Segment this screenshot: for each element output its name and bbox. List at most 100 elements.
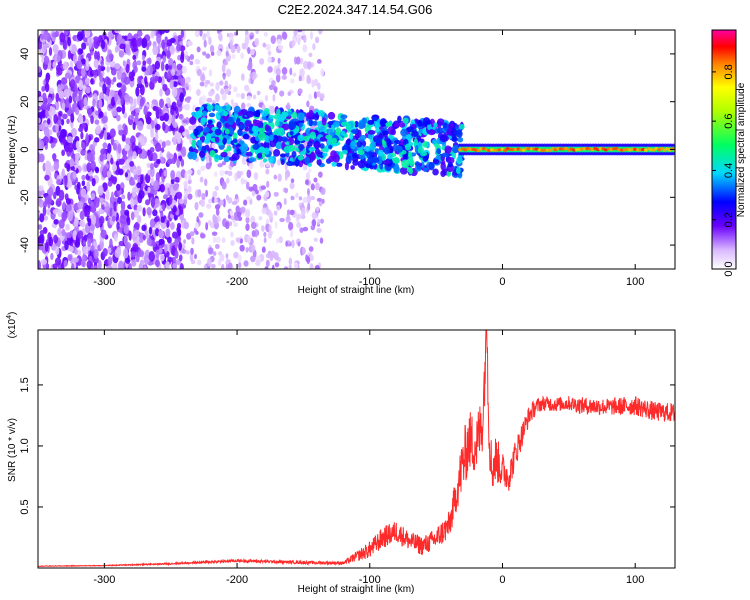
spectrogram-cell: [66, 136, 73, 144]
spectrogram-cell: [86, 260, 92, 269]
spectrogram-cell: [132, 242, 139, 252]
spectrogram-cell: [112, 110, 118, 117]
spectrogram-cell: [43, 201, 48, 208]
x-tick-label: -200: [226, 276, 248, 288]
spectrogram-cell: [110, 135, 114, 146]
spectrogram-cell: [269, 105, 275, 115]
spectrogram-cell: [247, 234, 251, 244]
spectrogram-cell: [154, 75, 159, 82]
spectrogram-cell: [172, 136, 177, 145]
spectrogram-cell: [128, 262, 133, 269]
spectrogram-cell: [221, 105, 227, 110]
spectrogram-cell: [284, 187, 289, 194]
spectrogram-cell: [72, 54, 78, 64]
spectrogram-cell: [129, 161, 135, 167]
spectrogram-cell: [236, 170, 242, 179]
spectrogram-cell: [251, 71, 257, 81]
spectrogram-cell: [277, 127, 285, 137]
spectrogram-cell: [91, 205, 96, 214]
spectrogram-cell: [308, 254, 314, 262]
spectrogram-cell: [207, 119, 213, 125]
y-tick-label: 0: [19, 146, 31, 152]
spectrogram-cell: [107, 256, 113, 266]
spectrogram-cell: [308, 52, 313, 58]
spectrogram-cell: [286, 161, 294, 167]
spectrogram-cell: [214, 104, 220, 111]
spectrogram-cell: [251, 230, 256, 238]
spectrogram-cell: [130, 114, 134, 121]
chart-title: C2E2.2024.347.14.54.G06: [277, 2, 433, 17]
spectrogram-cell: [64, 72, 71, 79]
spectrogram-cell: [272, 94, 276, 102]
spectrogram-cell: [85, 86, 91, 94]
spectrogram-cell: [340, 114, 348, 120]
spectrogram-cell: [239, 244, 245, 252]
spectrogram-cell: [263, 141, 270, 150]
spectrogram-cell: [370, 141, 376, 149]
spectrogram-cell: [70, 127, 78, 138]
spectrogram-cell: [321, 117, 327, 126]
spectrogram-cell: [283, 145, 292, 154]
spectrogram-cell: [196, 169, 201, 176]
spectrogram-cell: [121, 104, 126, 115]
spectrogram-cell: [306, 100, 310, 108]
spectrogram-cell: [177, 54, 182, 61]
spectrogram-cell: [299, 68, 305, 77]
spectrogram-cell: [111, 215, 116, 222]
spectrogram-cell: [307, 140, 313, 147]
spectrogram-cell: [411, 130, 419, 137]
spectrogram-cell: [191, 237, 195, 245]
spectrogram-cell: [189, 116, 197, 125]
spectrogram-cell: [245, 30, 249, 35]
spectrogram-cell: [56, 179, 62, 186]
colorbar-label: Normalized spectral amplitude: [736, 82, 747, 217]
spectrogram-cell: [172, 256, 176, 264]
spectrogram-cell: [268, 155, 274, 164]
spectrogram-cell: [263, 31, 268, 37]
spectrogram-cell: [164, 36, 168, 43]
spectrogram-cell: [223, 60, 228, 66]
spectrogram-cell: [57, 119, 62, 126]
spectrogram-cell: [214, 185, 219, 191]
spectrogram-cell: [107, 180, 113, 187]
spectrogram-cell: [116, 114, 121, 122]
spectrogram-cell: [86, 152, 93, 163]
spectrogram-cell: [314, 148, 321, 155]
spectrogram-cell: [132, 168, 137, 176]
spectrogram-cell: [406, 167, 412, 173]
spectrogram-cell: [141, 55, 146, 61]
spectrogram-y-ticks: -40 -20 0 20 40: [19, 48, 675, 253]
spectrogram-cell: [90, 115, 94, 125]
spectrogram-cell: [63, 88, 70, 98]
spectrogram-cell: [48, 46, 53, 56]
spectrogram-cell: [42, 136, 49, 144]
spectrogram-cell: [46, 103, 51, 111]
spectrogram-cell: [200, 198, 206, 208]
spectrogram-cell: [78, 79, 84, 91]
spectrogram-cell: [290, 195, 295, 201]
spectrogram-cell: [288, 121, 297, 130]
spectrogram-cell: [316, 228, 322, 233]
spectrogram-cell: [114, 30, 121, 34]
spectrogram-cell: [315, 112, 320, 120]
spectrogram-cell: [205, 79, 211, 85]
spectrogram-cell: [169, 45, 176, 55]
spectrogram-cell: [143, 105, 148, 116]
spectrogram-cell: [124, 172, 129, 178]
spectrogram-cell: [252, 183, 258, 192]
spectrogram-cell: [181, 146, 187, 158]
spectrogram-cell: [302, 246, 305, 256]
spectrogram-cell: [350, 165, 355, 170]
spectrogram-cell: [281, 123, 290, 131]
spectrogram-cell: [274, 262, 280, 268]
spectrogram-cell: [161, 203, 166, 210]
spectrogram-cell: [119, 214, 126, 224]
spectrogram-cell: [416, 165, 423, 170]
spectrogram-cell: [297, 30, 303, 33]
spectrogram-cell: [102, 165, 108, 176]
x-tick-label: 100: [626, 276, 644, 288]
spectrogram-cell: [320, 218, 324, 224]
spectrogram-cell: [297, 33, 302, 39]
spectrogram-cell: [199, 30, 203, 37]
